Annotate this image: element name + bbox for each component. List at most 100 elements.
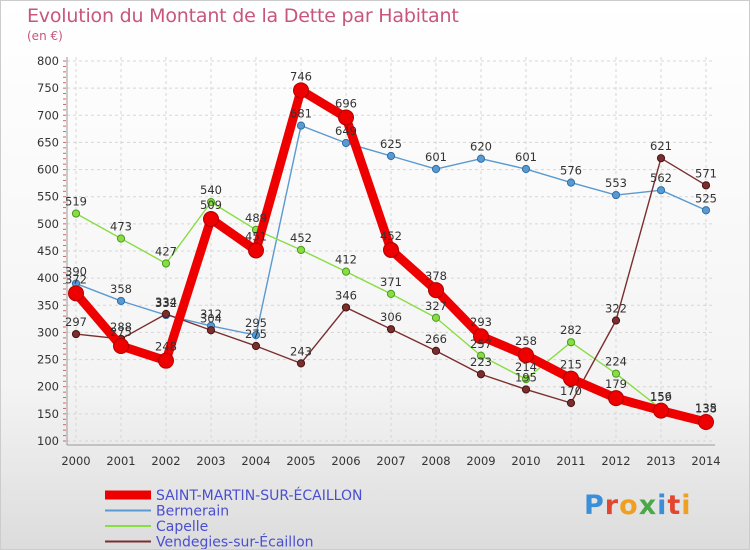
- data-label: 334: [155, 295, 177, 309]
- data-label: 525: [695, 191, 717, 205]
- data-label: 293: [470, 315, 492, 329]
- logo-letter: i: [681, 490, 692, 521]
- data-point: [203, 210, 219, 227]
- data-label: 746: [290, 69, 312, 83]
- chart-subtitle: (en €): [27, 29, 63, 43]
- x-tick-label: 2008: [421, 454, 450, 468]
- data-point: [251, 331, 261, 340]
- data-label: 322: [605, 301, 627, 315]
- data-point: [248, 242, 264, 259]
- legend-label: SAINT-MARTIN-SUR-ÉCAILLON: [156, 487, 362, 504]
- data-point: [341, 138, 351, 148]
- y-tick-label: 300: [37, 325, 59, 339]
- data-label: 297: [65, 315, 87, 329]
- data-label: 312: [200, 307, 222, 321]
- data-label: 295: [245, 316, 267, 330]
- y-tick-label: 700: [37, 108, 59, 122]
- data-label: 224: [605, 355, 627, 369]
- data-label: 451: [245, 229, 267, 243]
- x-tick-label: 2001: [106, 454, 135, 468]
- data-point: [116, 296, 126, 306]
- x-tick-label: 2004: [241, 454, 270, 468]
- y-tick-label: 450: [37, 244, 59, 258]
- data-label: 620: [470, 140, 492, 154]
- data-label: 257: [470, 337, 492, 351]
- data-point: [656, 154, 666, 163]
- y-tick-label: 500: [37, 217, 59, 231]
- x-tick-label: 2011: [556, 454, 585, 468]
- data-point: [476, 370, 486, 379]
- data-label: 215: [560, 358, 582, 372]
- data-label: 346: [335, 288, 357, 302]
- value-labels: 390 358 332 312 295 681 649 625 601 620 601 576 553 5…: [65, 69, 717, 415]
- data-point: [383, 241, 399, 258]
- data-label: 195: [515, 370, 537, 384]
- data-point: [476, 351, 486, 360]
- data-point: [116, 234, 126, 243]
- data-label: 223: [470, 355, 492, 369]
- data-point: [293, 82, 309, 99]
- data-point: [296, 359, 306, 368]
- data-label: 649: [335, 124, 357, 138]
- y-tick-label: 350: [37, 298, 59, 312]
- data-label: 473: [110, 220, 132, 234]
- data-point: [341, 303, 351, 312]
- data-point: [338, 109, 354, 126]
- y-tick-label: 250: [37, 353, 59, 367]
- data-point: [701, 206, 711, 215]
- logo-letter: P: [584, 490, 605, 521]
- data-label: 282: [560, 323, 582, 337]
- data-point: [296, 121, 306, 130]
- data-point: [431, 313, 441, 322]
- data-point: [566, 398, 576, 408]
- data-point: [68, 285, 84, 302]
- x-tick-label: 2006: [331, 454, 360, 468]
- proxiti-logo: Proxiti: [584, 490, 692, 521]
- data-point: [161, 259, 171, 268]
- data-label: 601: [515, 150, 537, 164]
- data-label: 452: [380, 229, 402, 243]
- data-point: [608, 390, 624, 407]
- x-tick-label: 2007: [376, 454, 405, 468]
- y-tick-label: 150: [37, 407, 59, 421]
- y-tick-label: 100: [37, 434, 59, 448]
- data-point: [386, 151, 396, 161]
- axes: 100 150 200 250 300 350 400 450 500 550 600 650 700 7…: [37, 54, 721, 468]
- data-point: [521, 375, 531, 384]
- data-label: 562: [650, 171, 672, 185]
- logo-letter: o: [619, 490, 639, 521]
- data-point: [611, 190, 621, 200]
- logo-letter: i: [657, 490, 668, 521]
- data-label: 248: [155, 340, 177, 354]
- data-point: [71, 329, 81, 339]
- data-point: [386, 325, 396, 334]
- chart-title: Evolution du Montant de la Dette par Hab…: [27, 5, 459, 27]
- legend-label: Capelle: [156, 519, 208, 535]
- x-tick-label: 2014: [691, 454, 720, 468]
- data-label: 519: [65, 195, 87, 209]
- x-tick-label: 2010: [511, 454, 540, 468]
- y-tick-label: 650: [37, 135, 59, 149]
- data-label: 275: [110, 325, 132, 339]
- legend-label: Vendegies-sur-Écaillon: [156, 534, 314, 550]
- data-point: [158, 352, 174, 369]
- data-point: [653, 402, 669, 419]
- data-point: [206, 198, 216, 207]
- data-label: 576: [560, 164, 582, 178]
- data-label: 489: [245, 211, 267, 225]
- data-label: 327: [425, 299, 447, 313]
- data-label: 601: [425, 150, 447, 164]
- data-point: [431, 164, 441, 174]
- data-label: 214: [515, 360, 537, 374]
- data-label: 378: [425, 269, 447, 283]
- data-label: 332: [155, 296, 177, 310]
- y-tick-label: 400: [37, 271, 59, 285]
- data-point: [698, 414, 714, 430]
- data-label: 179: [605, 377, 627, 391]
- data-point: [611, 369, 621, 378]
- data-label: 170: [560, 384, 582, 398]
- series-layer: [68, 82, 714, 430]
- data-label: 371: [380, 275, 402, 289]
- x-tick-label: 2009: [466, 454, 495, 468]
